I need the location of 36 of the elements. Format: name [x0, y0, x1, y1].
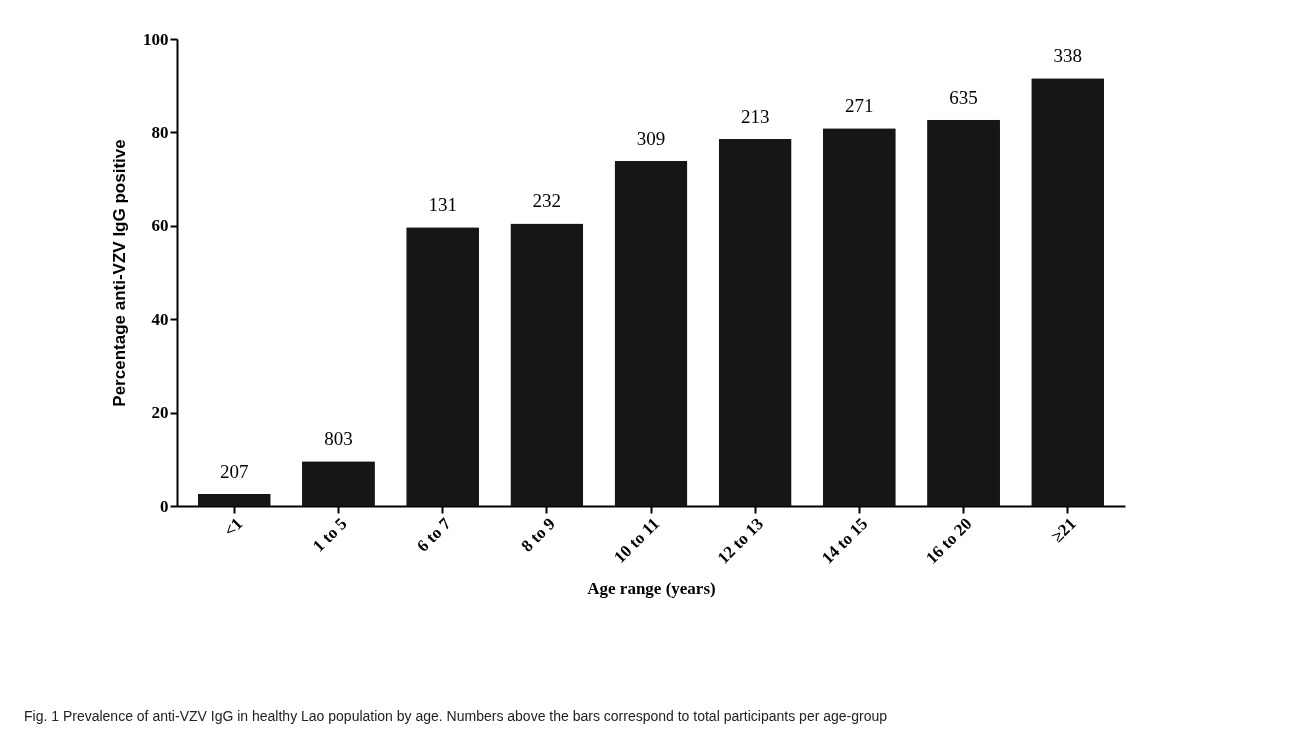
annotation: 338 [1053, 45, 1082, 67]
annotation: 309 [636, 127, 666, 149]
x-tick-label: 8 to 9 [517, 514, 559, 556]
x-tick-label: 14 to 15 [817, 514, 872, 568]
annotation: 207 [220, 460, 249, 482]
bar [927, 119, 1000, 506]
x-tick-label: <1 [220, 514, 247, 541]
bar [197, 493, 271, 506]
bar [302, 461, 375, 506]
bar [406, 227, 480, 506]
annotation: 803 [324, 428, 353, 450]
annotation: 271 [845, 95, 874, 117]
annotation: 131 [428, 194, 457, 216]
y-tick-label: 60 [151, 216, 169, 236]
y-tick-label: 100 [143, 29, 169, 49]
bar [822, 128, 896, 506]
bar [718, 138, 792, 506]
y-tick-label: 0 [160, 496, 169, 516]
annotation: 635 [949, 86, 978, 108]
x-tick-label: 6 to 7 [413, 513, 456, 556]
x-tick-label: ≥21 [1047, 514, 1080, 547]
caption: Fig. 1 Prevalence of anti-VZV IgG in healthy Lao population by age. Numbers above the bars correspond to total participants per age-group [24, 708, 888, 724]
x-tick-label: 16 to 20 [922, 514, 976, 568]
bar [510, 223, 584, 506]
annotation: 213 [740, 105, 770, 127]
bar [614, 160, 688, 506]
x-tick-label: 1 to 5 [309, 514, 351, 556]
y-tick-label: 40 [151, 309, 169, 329]
x-tick-label: 10 to 11 [610, 514, 664, 567]
bar [1031, 78, 1105, 506]
x-axis-title: Age range (years) [587, 578, 716, 598]
y-axis-title: Percentage anti-VZV IgG positive [110, 139, 129, 407]
annotation: 232 [532, 190, 562, 212]
y-tick-label: 80 [151, 122, 169, 142]
x-tick-label: 12 to 13 [713, 514, 768, 568]
y-tick-label: 20 [151, 403, 169, 423]
